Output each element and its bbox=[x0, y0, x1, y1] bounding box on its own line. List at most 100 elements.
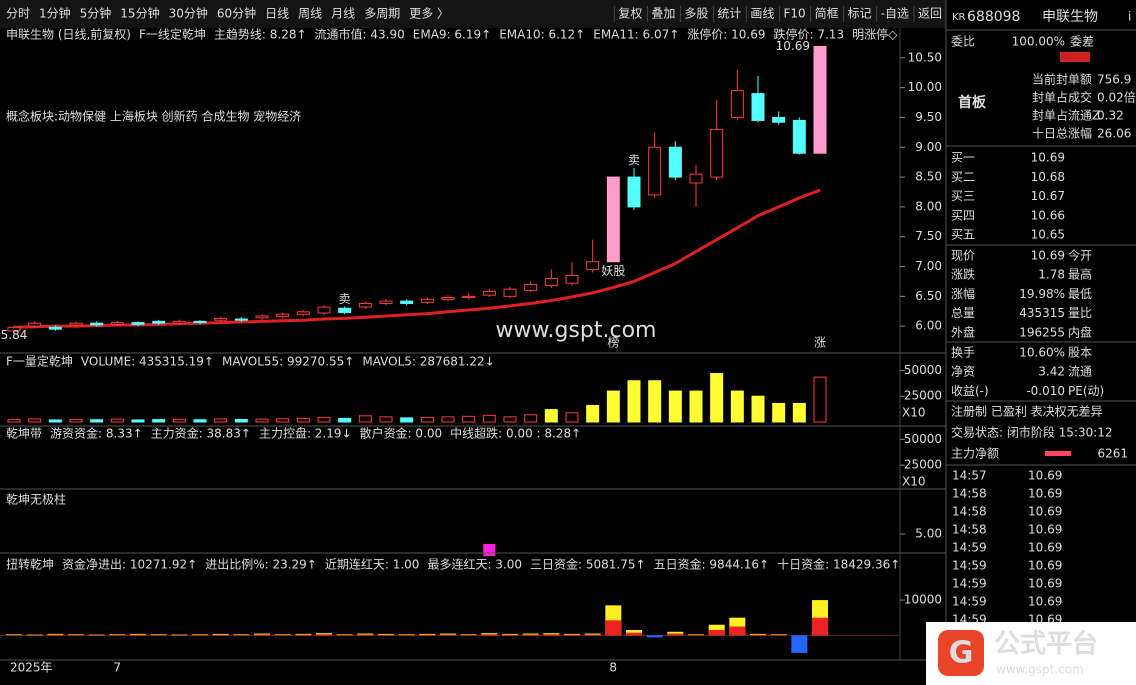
tool-button[interactable]: 多股 bbox=[684, 7, 708, 21]
volume-bar bbox=[462, 415, 476, 423]
candle-body bbox=[586, 261, 600, 270]
indicator-label: 游资资金: 8.33↑ bbox=[50, 426, 143, 441]
panel-text: 买五 bbox=[951, 228, 975, 242]
panel-text: 10.69 bbox=[1028, 559, 1062, 573]
panel-text: 10.65 bbox=[1031, 228, 1065, 242]
volume-bar bbox=[648, 380, 662, 423]
logo-url: www.gspt.com bbox=[996, 663, 1084, 677]
panel-text: 14:59 bbox=[952, 541, 987, 555]
volume-bar bbox=[69, 418, 83, 423]
fund-bar-lower bbox=[812, 617, 828, 636]
fund-bar-lower bbox=[667, 633, 684, 636]
period-tab[interactable]: 30分钟 bbox=[169, 6, 208, 21]
fund-bar-lower bbox=[357, 634, 374, 636]
tool-button[interactable]: 标记 bbox=[848, 7, 872, 21]
panel-text: 内盘 bbox=[1068, 324, 1092, 339]
fund-bar-lower bbox=[378, 634, 394, 636]
candle-body bbox=[482, 291, 496, 296]
period-tab[interactable]: 日线 bbox=[265, 7, 289, 21]
volume-bar bbox=[317, 416, 331, 423]
fund-bar-lower bbox=[233, 634, 250, 636]
fund-bar-lower bbox=[6, 634, 22, 636]
indicator-label: 十日资金: 18429.36↑ bbox=[777, 557, 900, 572]
indicator-label: EMA11: 6.07↑ bbox=[593, 28, 679, 42]
candle-body bbox=[772, 116, 786, 123]
fund-bar-lower bbox=[171, 635, 188, 636]
indicator-label: MAVOL55: 99270.55↑ bbox=[222, 355, 354, 369]
y-tick-label: 10000 bbox=[904, 593, 942, 607]
tool-button[interactable]: 画线 bbox=[750, 7, 774, 21]
panel-text: 流通 bbox=[1068, 365, 1092, 379]
fund-bar-lower bbox=[605, 620, 622, 636]
period-tab[interactable]: 15分钟 bbox=[120, 6, 159, 21]
volume-bar bbox=[193, 419, 207, 423]
period-tab[interactable]: 月线 bbox=[331, 7, 355, 21]
y-tick-label: 8.00 bbox=[915, 199, 942, 213]
panel-text: 现价 bbox=[951, 249, 975, 263]
candle-body bbox=[48, 326, 62, 330]
period-tab[interactable]: 分时 bbox=[6, 7, 30, 21]
volume-bar bbox=[482, 414, 496, 423]
tool-button[interactable]: 简框 bbox=[815, 7, 839, 21]
volume-bar bbox=[400, 417, 414, 423]
period-tab[interactable]: 多周期 bbox=[364, 7, 400, 21]
annotation: 10.69 bbox=[776, 39, 810, 53]
panel-text: 申联生物 bbox=[1042, 9, 1098, 25]
candle-body bbox=[544, 277, 558, 287]
candle-body bbox=[503, 288, 517, 297]
panel-text: 总量 bbox=[951, 306, 975, 320]
period-tab[interactable]: 更多 〉 bbox=[409, 7, 449, 21]
fund-bar bbox=[791, 635, 808, 653]
y-tick-label: 25000 bbox=[904, 389, 942, 403]
panel-text: 14:59 bbox=[952, 577, 987, 591]
candle-body bbox=[296, 311, 310, 315]
candle-body bbox=[730, 90, 744, 118]
indicator-label: 散户资金: 0.00 bbox=[360, 426, 443, 441]
volume-bar bbox=[503, 416, 517, 423]
period-tab[interactable]: 周线 bbox=[298, 7, 322, 21]
panel-text: 10.69 bbox=[1028, 469, 1062, 483]
fund-bar-lower bbox=[130, 634, 146, 636]
panel-text: 10.69 bbox=[1028, 541, 1062, 555]
collapse-button[interactable] bbox=[1060, 52, 1090, 62]
candle-body bbox=[276, 313, 290, 318]
y-tick-label: 50000 bbox=[904, 432, 942, 446]
panel-text: 委差 bbox=[1070, 35, 1094, 49]
indicator-label: F一线定乾坤 bbox=[139, 27, 206, 42]
period-tab[interactable]: 5分钟 bbox=[80, 6, 112, 21]
volume-bar bbox=[152, 419, 166, 423]
panel-text: 最低 bbox=[1068, 287, 1092, 301]
tool-button[interactable]: 统计 bbox=[717, 7, 741, 21]
panel-text: 14:57 bbox=[952, 469, 987, 483]
date-label: 8 bbox=[609, 661, 617, 675]
date-label: 2025年 bbox=[10, 661, 53, 675]
tool-button[interactable]: 返回 bbox=[918, 7, 942, 21]
indicator-label: 扭转乾坤 bbox=[6, 557, 54, 572]
candle-body bbox=[565, 274, 579, 284]
y-tick-label: 8.50 bbox=[915, 170, 942, 184]
candle-body bbox=[420, 298, 434, 303]
annotation: 妖股 bbox=[601, 264, 625, 278]
period-tab[interactable]: 60分钟 bbox=[217, 6, 256, 21]
candle-body bbox=[813, 45, 827, 154]
candle-body bbox=[193, 320, 207, 324]
panel-text: 涨幅 bbox=[951, 286, 975, 301]
tool-button[interactable]: 复权 bbox=[618, 7, 642, 21]
panel-text: 买三 bbox=[951, 189, 975, 203]
candle-body bbox=[379, 300, 393, 304]
tool-button[interactable]: 叠加 bbox=[651, 7, 675, 21]
candle-body bbox=[255, 315, 269, 319]
volume-bar bbox=[730, 390, 744, 423]
candle-body bbox=[710, 128, 724, 178]
period-tab[interactable]: 1分钟 bbox=[39, 6, 71, 21]
panel-text: 14:59 bbox=[952, 559, 987, 573]
indicator-label: VOLUME: 435315.19↑ bbox=[81, 355, 214, 369]
indicator-label: F一量定乾坤 bbox=[6, 354, 73, 369]
date-label: 7 bbox=[113, 661, 121, 675]
fund-bar-lower bbox=[440, 634, 456, 636]
panel-text: 10.69 bbox=[1028, 523, 1062, 537]
tool-button[interactable]: F10 bbox=[783, 7, 805, 21]
fund-bar-lower bbox=[274, 634, 291, 636]
tool-button[interactable]: -自选 bbox=[881, 7, 909, 21]
